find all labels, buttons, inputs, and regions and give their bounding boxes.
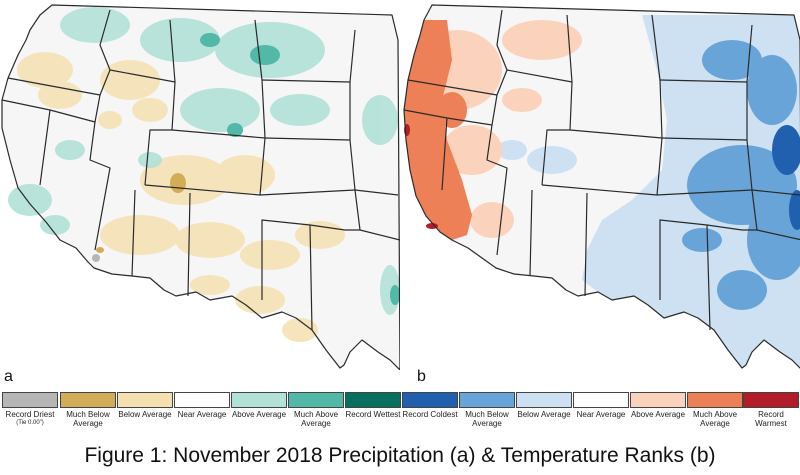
record-coldest-areas	[772, 125, 800, 230]
state-boundaries	[403, 4, 800, 369]
below-average-areas	[17, 52, 345, 342]
legend-label: Record Coldest	[402, 410, 458, 419]
legend-item-record-coldest: Record Coldest	[402, 392, 458, 419]
legend-item-record-wettest: Record Wettest	[345, 392, 401, 419]
legend-item-above-average-temp: Above Average	[630, 392, 686, 419]
legend-label: Much Above Average	[692, 410, 738, 428]
above-average-areas	[8, 7, 400, 315]
legend-label: Much Below Average	[66, 410, 110, 428]
legend-label: Record Warmest	[755, 410, 787, 428]
legend-swatch	[174, 392, 230, 408]
legend-swatch	[743, 392, 799, 408]
legend-item-above-average-precip: Above Average	[231, 392, 287, 419]
legend-swatch	[459, 392, 515, 408]
legend-item-near-average-precip: Near Average	[174, 392, 230, 419]
legend-label: Much Below Average	[465, 410, 509, 428]
legend-label: Below Average	[517, 410, 571, 419]
legend-label: Near Average	[177, 410, 227, 419]
legend-label: Above Average	[231, 410, 287, 419]
legend-swatch	[2, 392, 58, 408]
panel-letter-a: a	[4, 368, 13, 385]
legend-sublabel: (Tie 0.00")	[16, 420, 44, 426]
record-driest-areas	[92, 254, 100, 262]
legend-item-much-below-average-temp: Much Below Average	[459, 392, 515, 428]
legend-swatch	[117, 392, 173, 408]
legend-swatch	[60, 392, 116, 408]
legend-item-much-below-average-precip: Much Below Average	[60, 392, 116, 428]
panel-letter-b: b	[417, 368, 426, 385]
figure-caption: Figure 1: November 2018 Precipitation (a…	[84, 444, 716, 467]
legend-swatch	[573, 392, 629, 408]
legend-item-much-above-average-temp: Much Above Average	[687, 392, 743, 428]
legend-label: Record Wettest	[345, 410, 401, 419]
legend-item-near-average-temp: Near Average	[573, 392, 629, 419]
legend-label: Record Driest	[5, 410, 55, 419]
legend-item-record-warmest: Record Warmest	[743, 392, 799, 428]
legend-item-below-average-precip: Below Average	[117, 392, 173, 419]
legend-swatch	[288, 392, 344, 408]
much-above-average-areas	[200, 33, 400, 305]
legend-item-below-average-temp: Below Average	[516, 392, 572, 419]
state-boundaries	[1, 4, 400, 370]
precipitation-map	[1, 4, 400, 370]
legend-swatch	[402, 392, 458, 408]
legend-label: Much Above Average	[293, 410, 339, 428]
legend-label: Above Average	[630, 410, 686, 419]
legend-item-record-driest: Record Driest (Tie 0.00")	[2, 392, 58, 427]
legend-swatch	[345, 392, 401, 408]
much-above-average-areas	[404, 20, 472, 240]
legend-swatch	[687, 392, 743, 408]
legend-swatch	[630, 392, 686, 408]
much-below-average-areas	[682, 40, 800, 310]
legend-label: Below Average	[118, 410, 172, 419]
legend-swatch	[231, 392, 287, 408]
temperature-ranks-map	[403, 4, 800, 369]
legend-swatch	[516, 392, 572, 408]
legend-label: Near Average	[576, 410, 626, 419]
map-legend: Record Driest (Tie 0.00") Much Below Ave…	[0, 392, 800, 442]
legend-item-much-above-average-precip: Much Above Average	[288, 392, 344, 428]
